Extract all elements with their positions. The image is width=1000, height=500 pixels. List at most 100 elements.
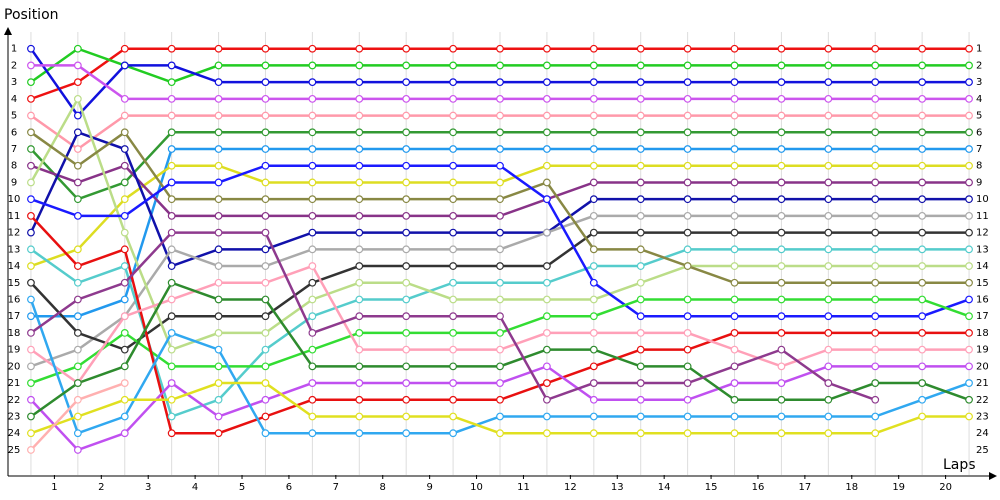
position-marker — [824, 245, 833, 254]
position-marker — [167, 295, 176, 304]
position-marker — [261, 345, 270, 354]
position-marker — [261, 412, 270, 421]
position-marker — [918, 44, 927, 53]
position-marker — [73, 412, 82, 421]
position-marker — [449, 379, 457, 387]
position-marker — [543, 362, 551, 371]
x-tick-label: 7 — [333, 482, 339, 493]
position-marker — [167, 228, 176, 237]
position-marker — [730, 429, 739, 438]
position-marker — [308, 262, 317, 270]
position-marker — [496, 278, 504, 287]
position-marker — [871, 412, 880, 421]
position-marker — [261, 228, 270, 237]
position-marker — [167, 178, 176, 187]
position-marker — [355, 295, 364, 304]
position-marker — [402, 329, 411, 337]
position-marker — [589, 228, 598, 237]
position-marker — [27, 312, 35, 321]
y-tick-label: 20 — [8, 361, 21, 372]
position-marker — [261, 145, 270, 153]
y-tick-label: 5 — [11, 111, 17, 122]
position-marker — [777, 128, 786, 137]
position-marker — [918, 78, 927, 87]
position-marker — [589, 111, 598, 120]
position-marker — [120, 161, 129, 170]
position-marker — [730, 195, 739, 204]
position-marker — [167, 44, 176, 53]
position-marker — [965, 278, 973, 287]
position-marker — [589, 128, 598, 137]
y-tick-label: 6 — [11, 127, 17, 138]
position-marker — [214, 329, 223, 337]
position-marker — [214, 78, 223, 87]
position-marker — [73, 161, 82, 170]
position-marker — [449, 295, 457, 304]
position-marker — [824, 111, 833, 120]
position-marker — [73, 145, 82, 153]
position-marker — [308, 228, 317, 237]
y-tick-label: 25 — [8, 445, 21, 456]
position-marker — [355, 329, 364, 337]
position-marker — [965, 228, 973, 237]
position-marker — [449, 278, 457, 287]
position-marker — [73, 178, 82, 187]
position-marker — [73, 395, 82, 404]
position-marker — [496, 345, 504, 354]
position-marker — [543, 228, 551, 237]
position-marker — [167, 161, 176, 170]
position-marker — [777, 395, 786, 404]
position-marker — [261, 44, 270, 53]
position-marker — [120, 362, 129, 371]
position-marker — [214, 44, 223, 53]
position-marker — [73, 94, 82, 103]
position-marker — [683, 412, 692, 421]
position-marker — [730, 412, 739, 421]
position-marker — [261, 211, 270, 220]
position-marker — [918, 195, 927, 204]
position-marker — [965, 78, 973, 87]
position-marker — [73, 278, 82, 287]
x-tick-label: 5 — [239, 482, 245, 493]
position-marker — [777, 145, 786, 153]
position-marker — [589, 245, 598, 254]
position-marker — [730, 94, 739, 103]
position-marker — [871, 278, 880, 287]
position-marker — [261, 262, 270, 270]
position-marker — [261, 61, 270, 70]
position-marker — [589, 195, 598, 204]
position-marker — [120, 429, 129, 438]
position-marker — [120, 111, 129, 120]
position-marker — [308, 345, 317, 354]
position-marker — [683, 195, 692, 204]
y-tick-label-right: 11 — [976, 211, 989, 222]
position-marker — [402, 412, 411, 421]
position-marker — [120, 61, 129, 70]
position-marker — [918, 312, 927, 321]
position-marker — [308, 61, 317, 70]
position-marker — [355, 362, 364, 371]
position-marker — [496, 211, 504, 220]
position-marker — [167, 362, 176, 371]
position-marker — [496, 329, 504, 337]
position-marker — [402, 161, 411, 170]
position-marker — [871, 262, 880, 270]
position-marker — [261, 429, 270, 438]
position-marker — [871, 429, 880, 438]
position-marker — [918, 111, 927, 120]
position-marker — [214, 379, 223, 387]
position-marker — [543, 94, 551, 103]
position-marker — [402, 312, 411, 321]
position-marker — [355, 211, 364, 220]
position-marker — [589, 395, 598, 404]
position-marker — [496, 128, 504, 137]
position-marker — [261, 111, 270, 120]
position-marker — [683, 329, 692, 337]
position-marker — [543, 61, 551, 70]
position-marker — [543, 128, 551, 137]
position-marker — [73, 345, 82, 354]
position-marker — [496, 429, 504, 438]
position-marker — [636, 195, 645, 204]
position-marker — [449, 412, 457, 421]
